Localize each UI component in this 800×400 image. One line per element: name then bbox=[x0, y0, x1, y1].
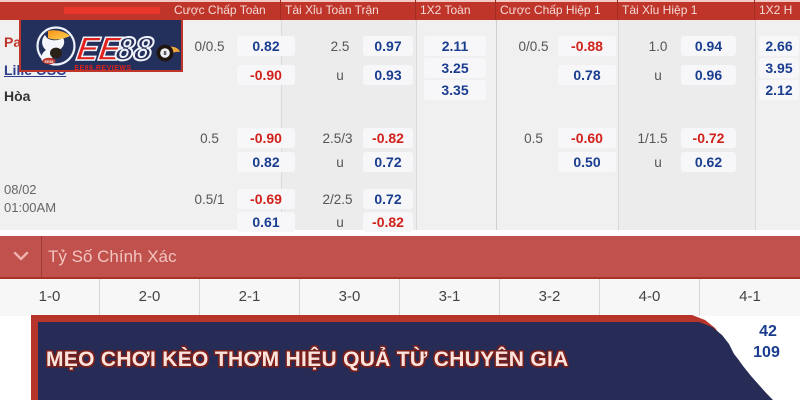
svg-text:EE88.REVIEWS: EE88.REVIEWS bbox=[74, 65, 131, 72]
svg-text:8: 8 bbox=[163, 51, 166, 57]
svg-text:EE88: EE88 bbox=[45, 60, 54, 64]
svg-text:88: 88 bbox=[113, 31, 155, 68]
